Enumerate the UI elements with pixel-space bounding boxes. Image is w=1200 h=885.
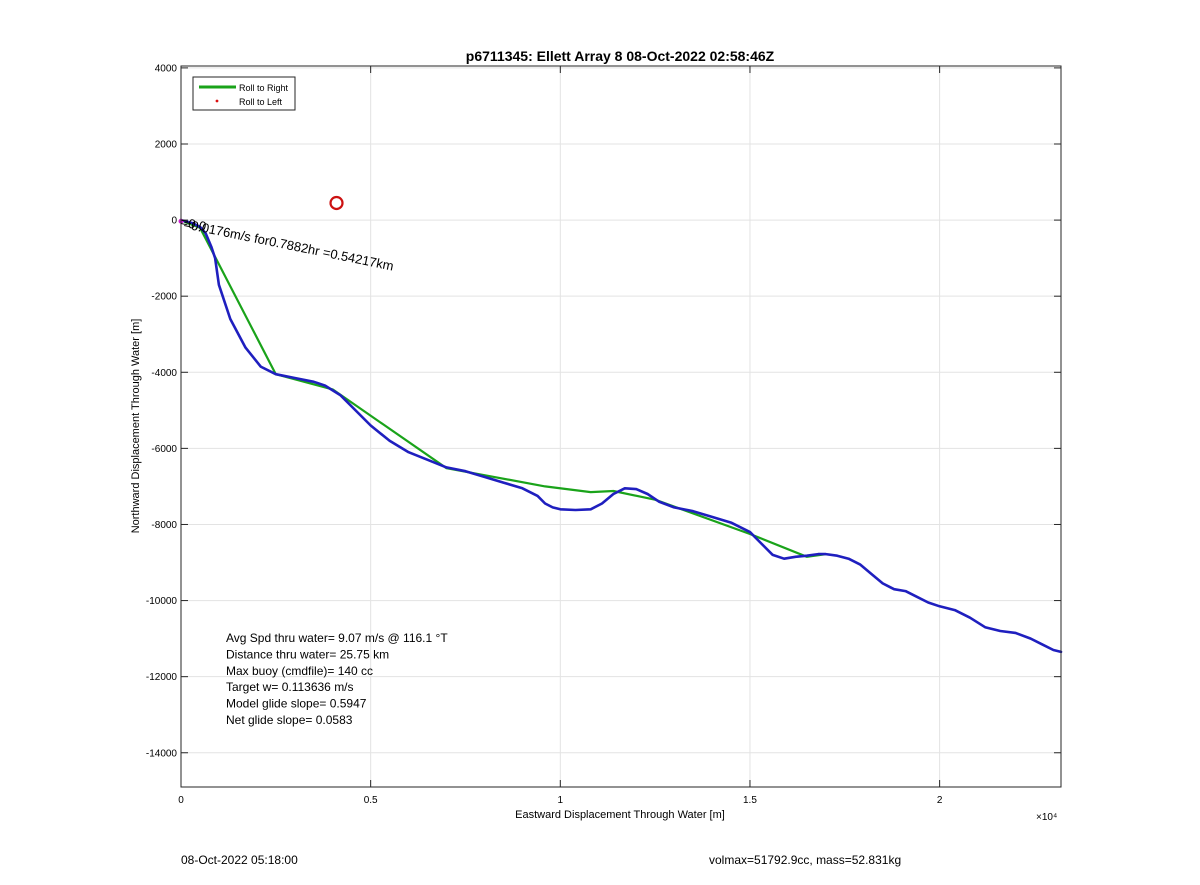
footer-mass-info: volmax=51792.9cc, mass=52.831kg (709, 853, 902, 867)
annotation-block: Avg Spd thru water= 9.07 m/s @ 116.1 °T D… (226, 631, 448, 727)
series-track-line (179, 218, 1063, 654)
y-tick-label: -2000 (151, 292, 177, 303)
target-circle (329, 195, 344, 211)
y-tick-label: -8000 (151, 520, 177, 531)
x-tick-label: 2 (937, 795, 943, 806)
x-axis-label: Eastward Displacement Through Water [m] (515, 809, 725, 821)
series-roll-to-right-line (183, 220, 827, 558)
legend: Roll to Right Roll to Left (192, 76, 296, 111)
y-tick-label: 4000 (155, 63, 178, 74)
grid (180, 66, 1061, 787)
tick-layer: 0 0.5 1 1.5 2 4000 2000 0 -2000 -4000 -6000 -8000 -1… (146, 63, 1061, 806)
plot-area-frame (180, 65, 1062, 788)
annotation-line: Target w= 0.113636 m/s (226, 680, 354, 694)
legend-box (192, 76, 296, 111)
series-layer (179, 218, 1063, 654)
y-tick-label: 2000 (155, 139, 178, 150)
y-axis-label: Northward Displacement Through Water [m] (130, 319, 142, 534)
y-tick-label: -14000 (146, 748, 178, 759)
annotation-line: Avg Spd thru water= 9.07 m/s @ 116.1 °T (226, 631, 448, 645)
x-tick-label: 0.5 (364, 795, 378, 806)
x-tick-label: 0 (178, 795, 184, 806)
chart-title: p6711345: Ellett Array 8 08-Oct-2022 02:… (466, 48, 775, 64)
x-tick-label: 1.5 (743, 795, 757, 806)
footer-timestamp: 08-Oct-2022 05:18:00 (181, 853, 298, 867)
y-tick-label: 0 (171, 216, 177, 227)
annotation-line: Distance thru water= 25.75 km (226, 647, 389, 661)
start-speed-label: =0.0 (179, 214, 207, 234)
y-tick-label: -4000 (151, 368, 177, 379)
y-tick-label: -6000 (151, 444, 177, 455)
annotation-line: Net glide slope= 0.0583 (226, 713, 353, 727)
x-axis-exponent-label: ×10⁴ (1036, 812, 1057, 823)
legend-label-roll-right: Roll to Right (239, 83, 289, 93)
x-tick-label: 1 (558, 795, 564, 806)
annotation-line: Max buoy (cmdfile)= 140 cc (226, 664, 373, 678)
y-tick-label: -10000 (146, 596, 178, 607)
annotation-line: Model glide slope= 0.5947 (226, 697, 367, 711)
legend-swatch-roll-left (215, 99, 219, 103)
legend-label-roll-left: Roll to Left (239, 97, 283, 107)
segment-speed-label: =0.0176m/s for0.7882hr =0.54217km (182, 216, 395, 273)
y-tick-label: -12000 (146, 672, 178, 683)
